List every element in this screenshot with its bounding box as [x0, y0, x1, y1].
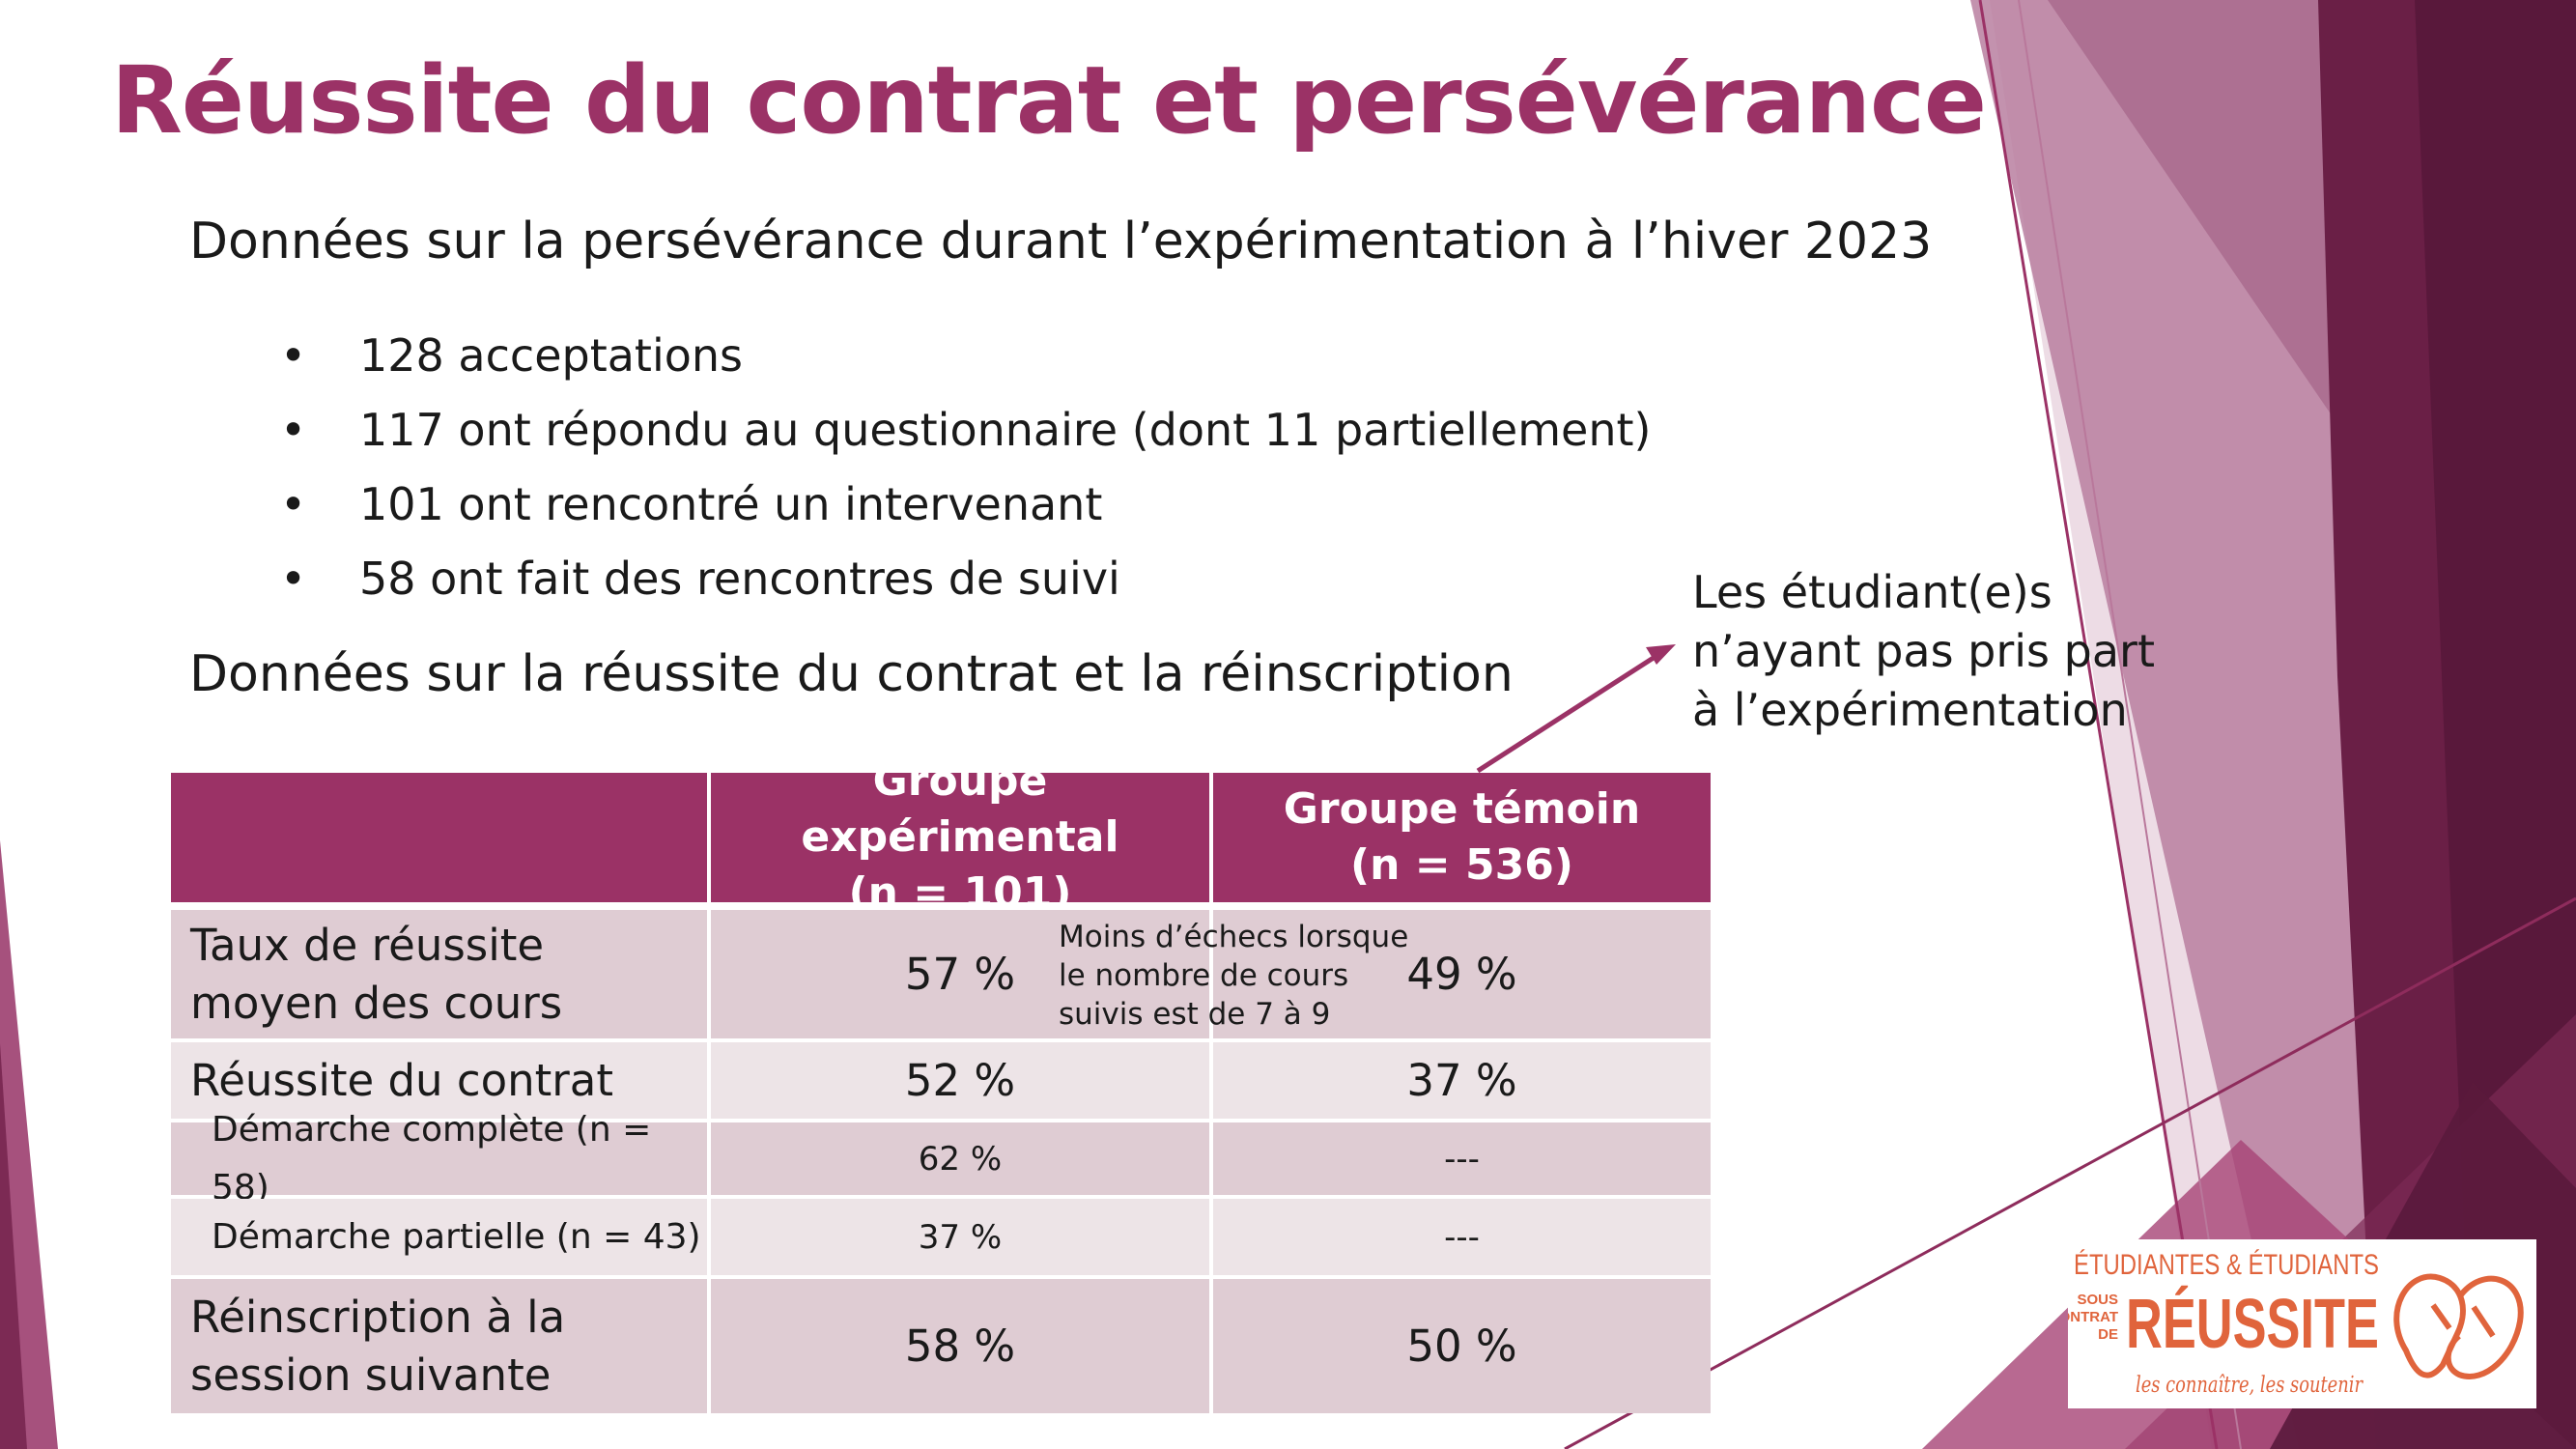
cell-value: 37 %	[918, 1217, 1003, 1257]
cell-value: ---	[1444, 1217, 1480, 1257]
bullet-text: 58 ont fait des rencontres de suivi	[359, 553, 1120, 605]
results-table: Groupe expérimental (n = 101) Groupe tém…	[171, 756, 1711, 1413]
annotation-line: n’ayant pas pris part	[1692, 625, 2155, 677]
table-header-experimental: Groupe expérimental (n = 101)	[711, 756, 1209, 918]
table-cell-temoin: 50 %	[1213, 1279, 1711, 1413]
annotation-line: Les étudiant(e)s	[1692, 566, 2052, 618]
table-row-label: Taux de réussite moyen des cours	[171, 910, 707, 1038]
table-row-label: Réinscription à la session suivante	[171, 1279, 707, 1413]
annotation-line: à l’expérimentation	[1692, 684, 2128, 736]
table-cell-temoin: 49 %	[1213, 910, 1711, 1038]
list-item: • 117 ont répondu au questionnaire (dont …	[280, 393, 1651, 468]
section-heading-reussite: Données sur la réussite du contrat et la…	[189, 645, 1514, 703]
label-line: moyen des cours	[190, 977, 563, 1029]
bullet-text: 128 acceptations	[359, 329, 743, 382]
table-row-label: Démarche complète (n = 58)	[171, 1110, 707, 1208]
table-cell-experimental: 37 %	[711, 1199, 1209, 1275]
logo-tagline: les connaître, les soutenir	[2136, 1373, 2364, 1398]
note-line: le nombre de cours	[1059, 958, 1349, 993]
label-line: Réinscription à la	[190, 1291, 566, 1343]
table-cell-experimental: 57 %	[711, 910, 1209, 1038]
bullet-text: 101 ont rencontré un intervenant	[359, 478, 1103, 530]
bullet-text: 117 ont répondu au questionnaire (dont 1…	[359, 404, 1652, 456]
cell-value: 52 %	[904, 1055, 1016, 1106]
logo-word: RÉUSSITE	[2126, 1286, 2379, 1363]
cell-value: ---	[1444, 1139, 1480, 1179]
label-line: Taux de réussite	[190, 919, 545, 971]
carabiner-icon	[2393, 1273, 2524, 1379]
slide-title: Réussite du contrat et persévérance	[111, 46, 1987, 155]
label-line: Réussite du contrat	[190, 1054, 614, 1106]
logo-sous: SOUS	[2077, 1292, 2118, 1308]
note-line: suivis est de 7 à 9	[1059, 997, 1331, 1032]
cell-value: 57 %	[904, 949, 1016, 1000]
annotation-callout: Les étudiant(e)s n’ayant pas pris part à…	[1692, 563, 2155, 740]
list-item: • 101 ont rencontré un intervenant	[280, 468, 1651, 542]
table-note: Moins d’échecs lorsque le nombre de cour…	[1059, 918, 1408, 1034]
list-item: • 58 ont fait des rencontres de suivi	[280, 542, 1651, 616]
bullet-marker: •	[280, 478, 307, 530]
table-cell-experimental: 58 %	[711, 1279, 1209, 1413]
table-cell-temoin: ---	[1213, 1122, 1711, 1195]
header-line: Groupe expérimental	[801, 756, 1119, 862]
table-cell-temoin: ---	[1213, 1199, 1711, 1275]
bullet-marker: •	[280, 404, 307, 456]
logo-line1: ÉTUDIANTES & ÉTUDIANTS	[2074, 1249, 2379, 1281]
header-line: (n = 536)	[1350, 840, 1573, 890]
header-line: Groupe témoin	[1283, 784, 1641, 834]
header-line: (n = 101)	[848, 868, 1072, 918]
table-header-temoin: Groupe témoin (n = 536)	[1213, 773, 1711, 902]
table-header-empty	[171, 773, 707, 902]
table-cell-experimental: 62 %	[711, 1122, 1209, 1195]
bullet-marker: •	[280, 553, 307, 605]
bullet-marker: •	[280, 329, 307, 382]
table-row-label: Réussite du contrat	[171, 1042, 707, 1119]
cell-value: 62 %	[918, 1139, 1003, 1179]
logo-graphic: ÉTUDIANTES & ÉTUDIANTS SOUS CONTRAT DE R…	[2049, 1249, 2524, 1398]
logo-de: DE	[2098, 1326, 2118, 1343]
bullet-list: • 128 acceptations • 117 ont répondu au qu…	[280, 319, 1651, 616]
cell-value: 49 %	[1406, 949, 1517, 1000]
logo: ÉTUDIANTES & ÉTUDIANTS SOUS CONTRAT DE R…	[2049, 1239, 2536, 1408]
cell-value: 50 %	[1406, 1321, 1517, 1372]
list-item: • 128 acceptations	[280, 319, 1651, 393]
label-line: session suivante	[190, 1349, 552, 1401]
label-line: Démarche partielle (n = 43)	[212, 1216, 701, 1257]
table-cell-temoin: 37 %	[1213, 1042, 1711, 1119]
cell-value: 37 %	[1406, 1055, 1517, 1106]
logo-contrat: CONTRAT	[2068, 1309, 2118, 1325]
table-cell-experimental: 52 %	[711, 1042, 1209, 1119]
cell-value: 58 %	[904, 1321, 1016, 1372]
note-line: Moins d’échecs lorsque	[1059, 920, 1409, 954]
label-line: Démarche complète (n = 58)	[212, 1109, 652, 1208]
section-heading-perseverance: Données sur la persévérance durant l’exp…	[189, 213, 1933, 270]
table-row-label: Démarche partielle (n = 43)	[171, 1199, 707, 1275]
